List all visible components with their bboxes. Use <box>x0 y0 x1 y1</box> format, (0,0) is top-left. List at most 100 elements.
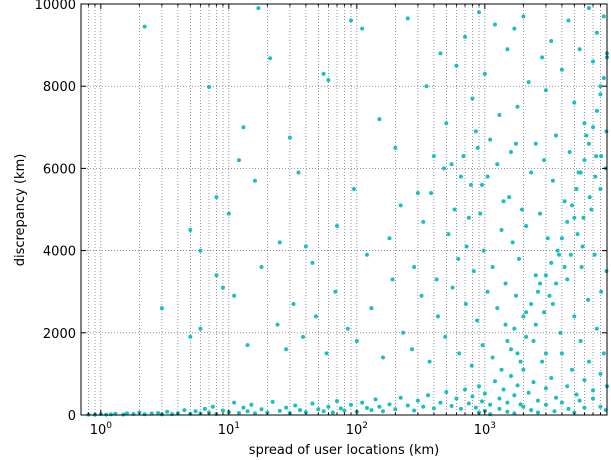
data-point <box>159 306 164 311</box>
data-point <box>424 84 429 89</box>
data-point <box>287 135 292 140</box>
data-point <box>202 406 207 411</box>
data-point <box>490 355 495 360</box>
data-point <box>198 326 203 331</box>
data-point <box>499 367 504 372</box>
data-point <box>426 393 431 398</box>
data-point <box>521 404 526 409</box>
data-point <box>326 404 331 409</box>
data-point <box>533 322 538 327</box>
data-point <box>526 80 531 85</box>
data-point <box>351 186 356 191</box>
data-point <box>533 141 538 146</box>
data-point <box>488 402 493 407</box>
data-point <box>521 367 526 372</box>
data-point <box>316 407 321 412</box>
data-point <box>529 302 534 307</box>
data-point <box>470 96 475 101</box>
data-point <box>446 232 451 237</box>
data-point <box>501 199 506 204</box>
data-point <box>549 38 554 43</box>
data-point <box>434 277 439 282</box>
data-point <box>464 244 469 249</box>
data-point <box>505 409 510 414</box>
data-point <box>594 154 599 159</box>
data-point <box>232 293 237 298</box>
data-point <box>380 355 385 360</box>
data-point <box>515 351 520 356</box>
data-point <box>291 302 296 307</box>
data-point <box>589 207 594 212</box>
data-point <box>463 34 468 39</box>
data-point <box>438 400 443 405</box>
data-point <box>415 398 420 403</box>
data-point <box>443 334 448 339</box>
y-tick-label: 10000 <box>35 0 76 13</box>
data-point <box>513 141 518 146</box>
data-point <box>461 154 466 159</box>
grid-lines <box>80 3 608 416</box>
data-point <box>284 347 289 352</box>
data-point <box>293 403 298 408</box>
data-point <box>310 401 315 406</box>
data-point <box>377 117 382 122</box>
data-point <box>501 387 506 392</box>
data-point <box>338 406 343 411</box>
data-point <box>277 408 282 413</box>
data-point <box>220 408 225 413</box>
data-point <box>524 334 529 339</box>
data-point <box>314 314 319 319</box>
data-point <box>463 387 468 392</box>
data-point <box>188 334 193 339</box>
data-point <box>415 191 420 196</box>
data-point <box>508 373 513 378</box>
data-point <box>480 343 485 348</box>
data-point <box>515 104 520 109</box>
data-point <box>469 363 474 368</box>
data-point <box>524 223 529 228</box>
data-point <box>497 396 502 401</box>
scatter-points <box>86 6 609 417</box>
data-point <box>543 88 548 93</box>
data-point <box>542 310 547 315</box>
data-point <box>142 412 147 417</box>
data-point <box>364 252 369 257</box>
data-point <box>479 182 484 187</box>
y-axis-label: discrepancy (km) <box>13 154 28 267</box>
data-point <box>592 252 597 257</box>
data-point <box>593 174 598 179</box>
data-point <box>594 326 599 331</box>
data-point <box>559 351 564 356</box>
data-point <box>512 411 517 416</box>
data-point <box>535 410 540 415</box>
data-point <box>220 285 225 290</box>
data-point <box>507 195 512 200</box>
data-point <box>557 252 562 257</box>
data-point <box>567 149 572 154</box>
data-point <box>543 386 548 391</box>
data-point <box>348 18 353 23</box>
data-point <box>497 112 502 117</box>
data-point <box>296 170 301 175</box>
x-tick-label: 100 <box>90 421 113 438</box>
data-point <box>521 14 526 19</box>
data-point <box>170 412 175 417</box>
data-point <box>554 281 559 286</box>
data-point <box>586 297 591 302</box>
data-point <box>324 351 329 356</box>
data-point <box>577 47 582 52</box>
data-point <box>604 129 609 134</box>
data-point <box>466 215 471 220</box>
data-point <box>521 314 526 319</box>
data-point <box>591 388 596 393</box>
data-point <box>495 306 500 311</box>
data-point <box>482 391 487 396</box>
data-point <box>601 351 606 356</box>
data-point <box>249 402 254 407</box>
data-point <box>142 24 147 29</box>
data-point <box>124 411 129 416</box>
data-point <box>601 75 606 80</box>
data-point <box>584 133 589 138</box>
data-point <box>508 149 513 154</box>
data-point <box>582 121 587 126</box>
